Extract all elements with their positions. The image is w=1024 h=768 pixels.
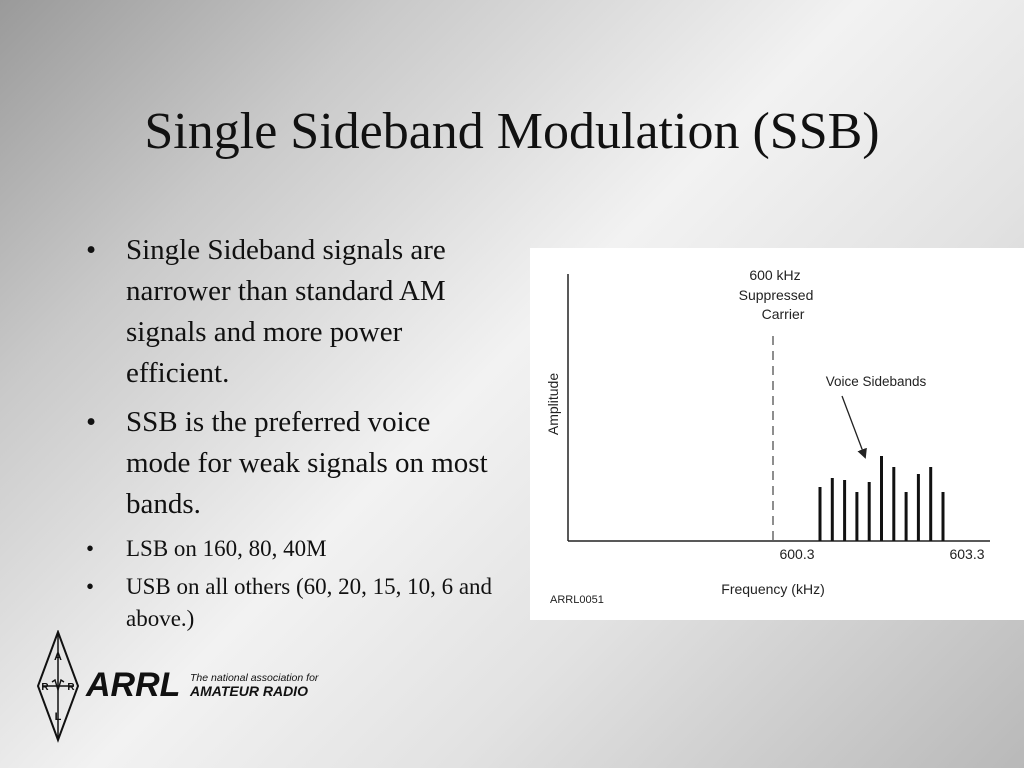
sideband-bars	[818, 456, 945, 541]
bullet-symbol: •	[86, 406, 97, 438]
bullet-list: • Single Sideband signals are narrower t…	[80, 230, 500, 641]
bullet-symbol: •	[86, 234, 97, 266]
carrier-label-line-2: Suppressed	[739, 287, 814, 303]
arrl-logo: A R R L ARRL The national association fo…	[30, 629, 350, 745]
emblem-letter-bottom: L	[55, 711, 62, 723]
y-axis-label: Amplitude	[545, 373, 561, 435]
bullet-text: Single Sideband signals are narrower tha…	[126, 234, 446, 389]
bullet-item: • Single Sideband signals are narrower t…	[80, 230, 500, 394]
slide-title: Single Sideband Modulation (SSB)	[144, 103, 880, 160]
bullet-symbol: •	[86, 536, 95, 561]
sideband-label: Voice Sidebands	[826, 374, 927, 389]
spectrum-diagram: 600 kHz Suppressed Carrier Amplitude Voi…	[545, 267, 990, 606]
bullet-text: LSB on 160, 80, 40M	[126, 536, 327, 561]
bullet-item: • USB on all others (60, 20, 15, 10, 6 a…	[80, 571, 500, 635]
emblem-letter-left: R	[41, 682, 49, 693]
logo-wordmark: ARRL	[85, 666, 180, 704]
bullet-symbol: •	[86, 574, 95, 599]
figure-id: ARRL0051	[550, 594, 604, 606]
bullet-text: SSB is the preferred voice mode for weak…	[126, 406, 488, 520]
bullet-item: • SSB is the preferred voice mode for we…	[80, 402, 500, 525]
logo-tagline-1: The national association for	[190, 672, 319, 684]
ssb-spectrum-figure: 600 kHz Suppressed Carrier Amplitude Voi…	[530, 248, 1024, 620]
sideband-arrow	[841, 395, 867, 459]
x-axis-label: Frequency (kHz)	[721, 581, 824, 597]
bullet-text: USB on all others (60, 20, 15, 10, 6 and…	[126, 574, 493, 631]
logo-tagline-2: AMATEUR RADIO	[189, 683, 308, 699]
carrier-label-line-3: Carrier	[762, 306, 805, 322]
tick-label-high: 603.3	[949, 546, 984, 562]
emblem-letter-top: A	[54, 651, 62, 663]
tick-label-low: 600.3	[779, 546, 814, 562]
emblem-letter-right: R	[67, 682, 75, 693]
bullet-item: • LSB on 160, 80, 40M	[80, 533, 500, 565]
emblem-bolt-icon	[51, 678, 65, 693]
carrier-label-line-1: 600 kHz	[749, 267, 800, 283]
arrl-logo-graphic: A R R L ARRL The national association fo…	[36, 629, 319, 743]
